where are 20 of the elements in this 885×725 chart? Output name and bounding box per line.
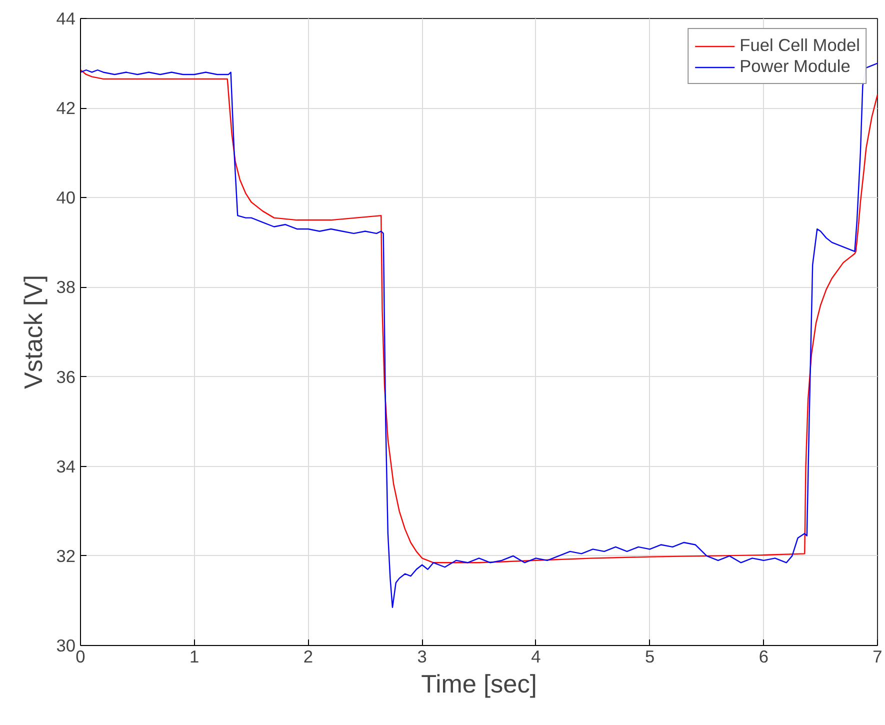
x-tick-label: 0 bbox=[76, 646, 86, 666]
y-tick-label: 30 bbox=[56, 636, 76, 656]
x-tick-label: 7 bbox=[872, 646, 882, 666]
legend-label: Power Module bbox=[740, 56, 850, 77]
y-tick-label: 38 bbox=[56, 277, 76, 298]
y-tick-label: 32 bbox=[56, 546, 76, 566]
y-tick-label: 34 bbox=[56, 456, 76, 476]
x-tick-label: 1 bbox=[190, 646, 200, 666]
y-axis-title: Vstack [V] bbox=[20, 274, 48, 390]
y-tick-label: 44 bbox=[56, 8, 76, 28]
x-tick-label: 3 bbox=[417, 646, 427, 666]
y-tick-label: 40 bbox=[56, 188, 76, 208]
x-axis-title: Time [sec] bbox=[421, 670, 537, 698]
x-tick-label: 4 bbox=[531, 646, 542, 666]
legend-label: Fuel Cell Model bbox=[740, 35, 860, 56]
y-tick-label: 42 bbox=[56, 98, 76, 118]
x-tick-label: 5 bbox=[644, 646, 655, 666]
x-tick-label: 6 bbox=[758, 646, 768, 666]
x-tick-label: 2 bbox=[303, 646, 314, 666]
y-tick-label: 36 bbox=[56, 366, 76, 387]
